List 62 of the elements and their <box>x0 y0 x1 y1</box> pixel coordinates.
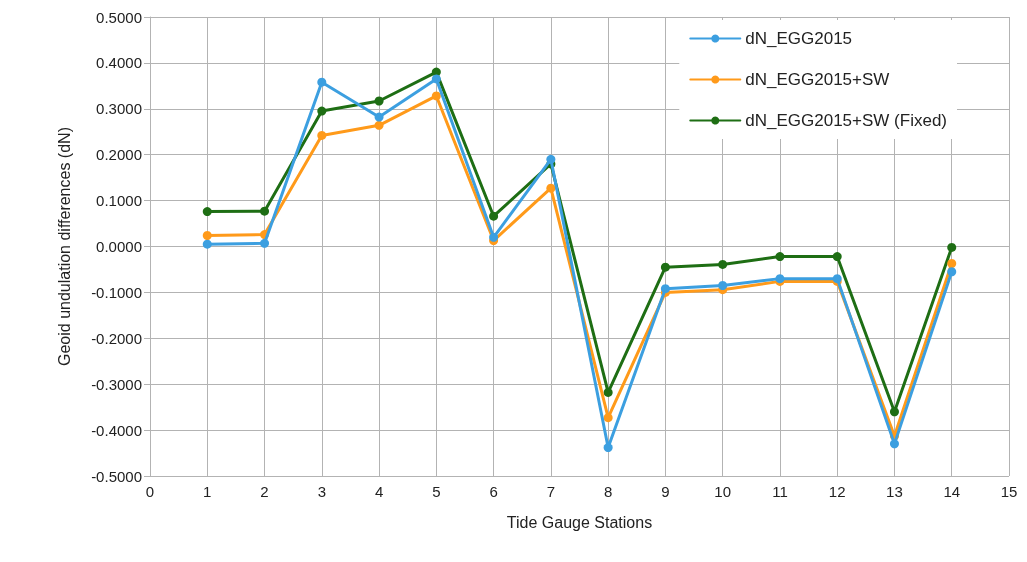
point <box>775 252 785 262</box>
x-tick-label: 9 <box>661 483 670 500</box>
y-tick-label: 0.1000 <box>96 192 142 210</box>
point <box>317 77 327 87</box>
point <box>947 267 957 277</box>
point <box>546 183 556 193</box>
x-tick-label: 13 <box>886 483 903 500</box>
point <box>489 232 499 242</box>
point <box>889 439 899 449</box>
y-tick-label: -0.3000 <box>91 375 142 393</box>
x-tick-label: 5 <box>432 483 441 500</box>
point <box>374 120 384 130</box>
point <box>718 281 728 291</box>
x-tick-label: 15 <box>1000 483 1018 500</box>
point <box>431 74 441 84</box>
point <box>260 238 270 248</box>
point <box>431 91 441 101</box>
y-tick-label: 0.2000 <box>96 146 142 164</box>
point <box>603 387 613 397</box>
x-tick-label: 1 <box>203 483 212 500</box>
y-tick-label: -0.4000 <box>91 421 142 439</box>
legend-label: dN_EGG2015 <box>745 29 853 48</box>
x-axis-title: Tide Gauge Stations <box>506 513 653 531</box>
point <box>489 211 499 221</box>
legend-label: dN_EGG2015+SW (Fixed) <box>745 111 947 130</box>
point <box>546 154 556 164</box>
x-tick-label: 0 <box>145 483 155 500</box>
point <box>660 262 670 272</box>
y-axis-title: Geoid undulation differences (dN) <box>55 127 73 366</box>
x-tick-label: 2 <box>260 483 269 500</box>
x-tick-label: 6 <box>489 483 498 500</box>
y-tick-label: -0.5000 <box>91 467 142 485</box>
point <box>317 106 327 116</box>
x-tick-label: 12 <box>828 483 846 500</box>
y-tick-label: 0.0000 <box>96 238 142 255</box>
x-tick-label: 3 <box>317 483 326 500</box>
x-tick-label: 10 <box>714 483 732 500</box>
point <box>374 96 384 106</box>
point <box>603 443 613 453</box>
y-tick-label: -0.1000 <box>91 283 142 301</box>
y-tick-label: 0.3000 <box>96 100 142 118</box>
point <box>718 259 728 269</box>
point <box>947 242 957 252</box>
point <box>202 239 212 249</box>
x-tick-label: 11 <box>772 483 788 500</box>
point <box>374 112 384 122</box>
y-tick-label: -0.2000 <box>91 329 142 347</box>
x-tick-label: 4 <box>374 483 384 500</box>
point <box>202 230 212 240</box>
x-tick-label: 14 <box>943 483 961 500</box>
y-tick-label: 0.4000 <box>96 54 142 72</box>
point <box>603 413 613 423</box>
point <box>202 207 212 217</box>
point <box>317 130 327 140</box>
x-tick-label: 7 <box>546 483 556 500</box>
point <box>832 252 842 262</box>
point <box>889 407 899 417</box>
legend-label: dN_EGG2015+SW <box>745 70 890 89</box>
x-tick-label: 8 <box>603 483 613 500</box>
y-tick-label: 0.5000 <box>96 8 142 26</box>
point <box>260 206 270 216</box>
point <box>947 258 957 268</box>
